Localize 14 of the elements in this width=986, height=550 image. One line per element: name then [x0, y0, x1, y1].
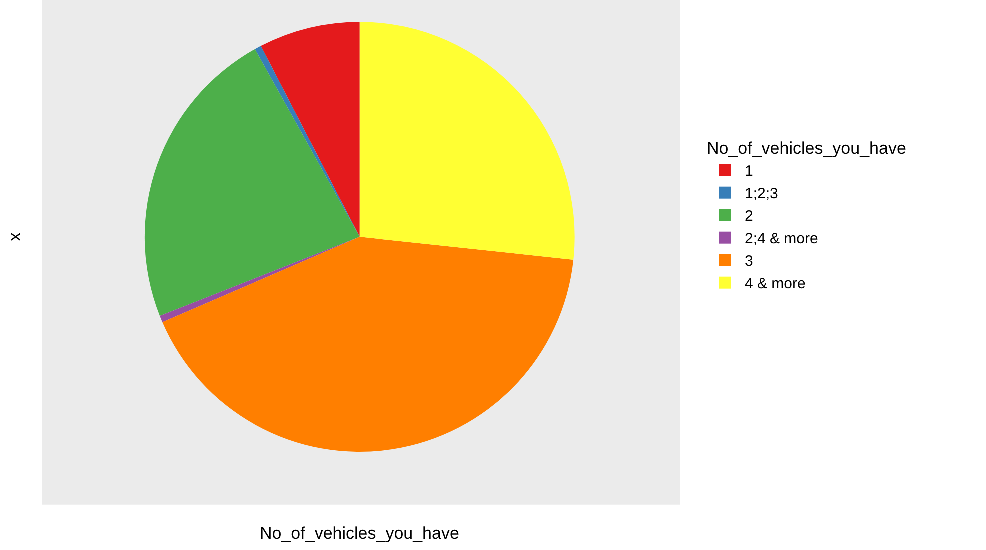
legend-title: No_of_vehicles_you_have: [706, 139, 906, 158]
legend-label: 1: [744, 163, 754, 180]
text: No_of_vehicles_you_have: [260, 524, 460, 543]
legend-label: 2;4 & more: [744, 230, 818, 248]
pie-slice: [162, 237, 574, 452]
legend-label: 3: [744, 253, 754, 270]
legend-label: 4 & more: [744, 276, 806, 293]
legend-label: 1;2;3: [744, 186, 778, 203]
text: x: [5, 232, 24, 242]
pie-slice: [160, 237, 360, 322]
pie-slice: [360, 22, 575, 260]
pie-slice: [144, 49, 360, 316]
legend-label: 2: [744, 208, 754, 226]
pie-slice: [261, 22, 360, 238]
